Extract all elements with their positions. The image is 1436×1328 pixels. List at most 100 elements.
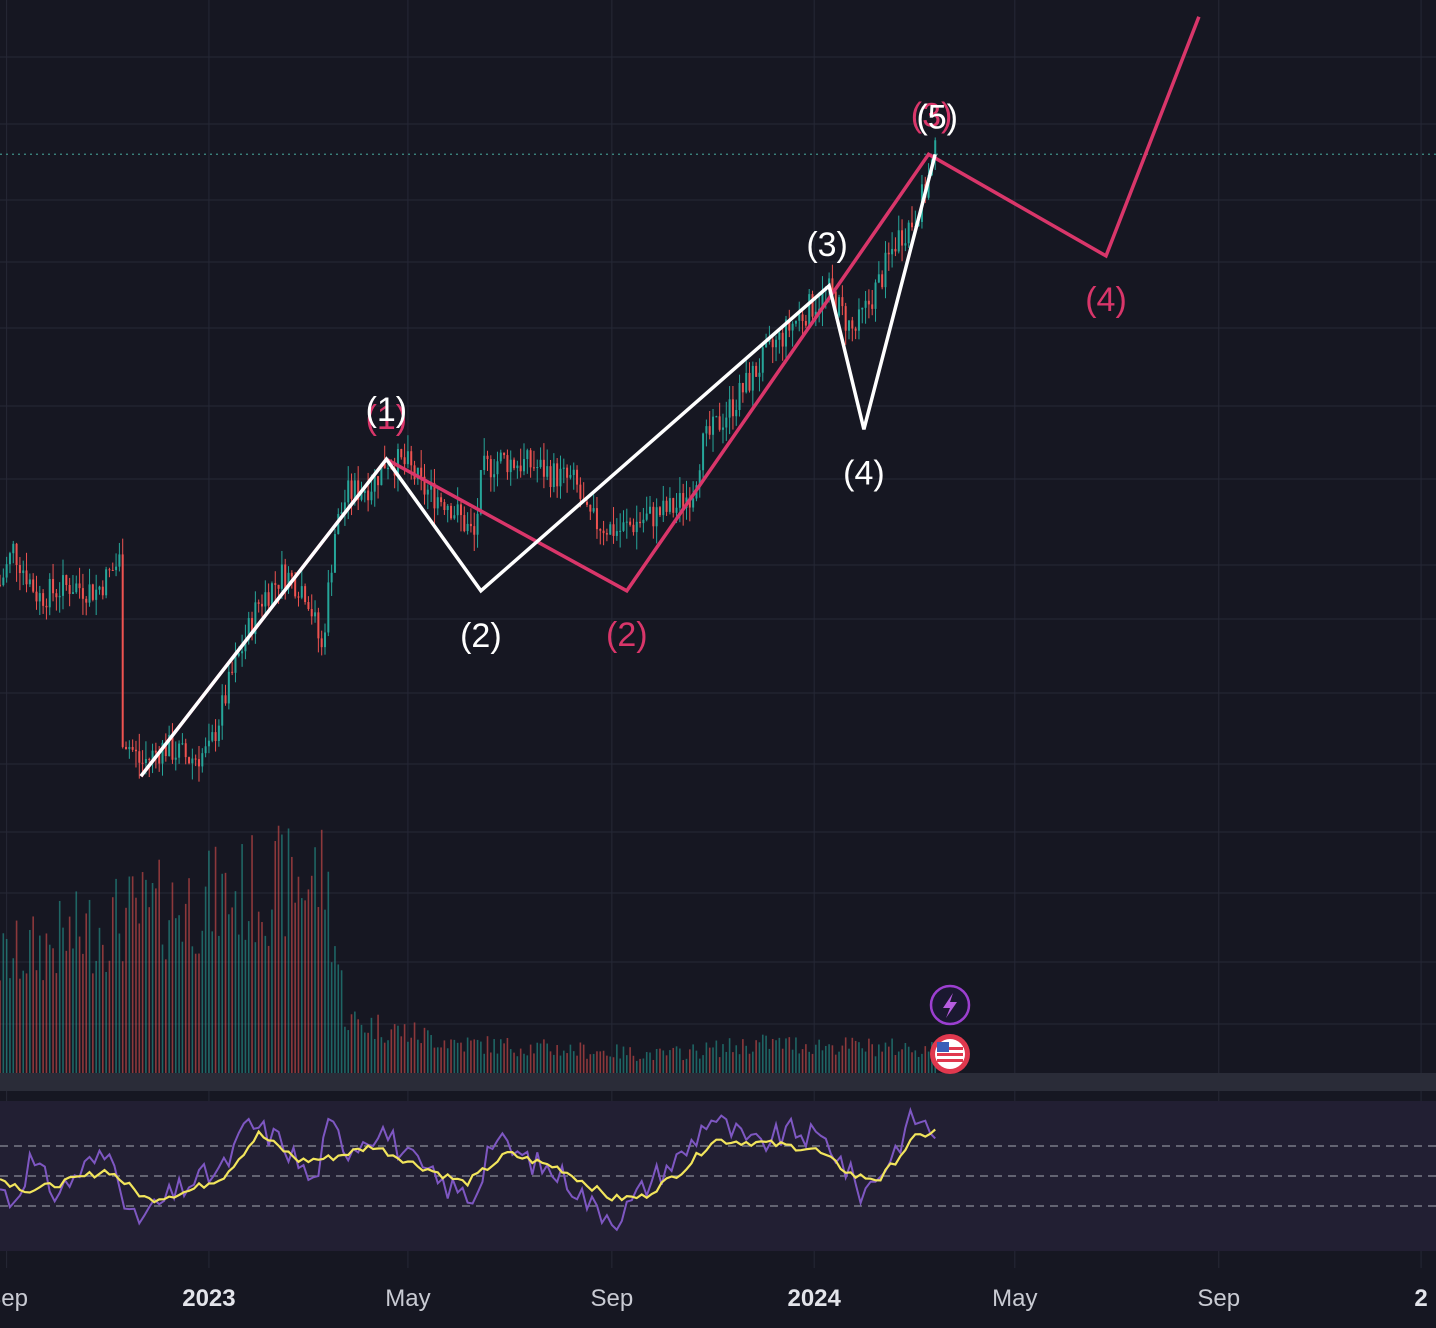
x-tick-label: Sep xyxy=(591,1285,634,1312)
candle-body xyxy=(22,570,25,574)
candle-body xyxy=(572,469,575,475)
white-wave-label: (2) xyxy=(460,617,502,655)
volume-bar xyxy=(131,876,134,1078)
volume-bar xyxy=(576,1055,578,1078)
volume-bar xyxy=(924,1046,927,1078)
candle-body xyxy=(32,579,35,592)
candle-body xyxy=(778,332,781,340)
volume-bar xyxy=(493,1039,495,1078)
volume-bar xyxy=(805,1044,807,1078)
volume-bar xyxy=(543,1039,545,1078)
candle-body xyxy=(15,543,18,566)
candle-body xyxy=(128,747,131,750)
candle-body xyxy=(887,252,890,255)
candle-body xyxy=(612,524,615,536)
candle-body xyxy=(532,467,535,469)
candle-body xyxy=(204,746,207,754)
volume-bar xyxy=(284,936,287,1078)
candle-body xyxy=(639,521,642,524)
candle-body xyxy=(801,314,804,322)
candle-body xyxy=(227,671,230,704)
volume-bar xyxy=(105,971,107,1078)
candle-body xyxy=(446,505,449,511)
volume-bar xyxy=(718,1057,721,1078)
volume-bar xyxy=(95,960,97,1078)
candle-body xyxy=(609,524,612,535)
candle-body xyxy=(353,480,356,499)
volume-bar xyxy=(470,1040,472,1078)
volume-bar xyxy=(546,1043,549,1078)
candle-body xyxy=(698,470,701,486)
volume-bar xyxy=(884,1042,887,1078)
candle-body xyxy=(516,465,519,469)
candle-body xyxy=(473,526,476,535)
volume-bar xyxy=(427,1030,429,1078)
candle-body xyxy=(304,586,307,603)
volume-bar xyxy=(622,1046,625,1078)
candle-body xyxy=(486,455,489,460)
volume-bar xyxy=(247,921,250,1078)
candle-body xyxy=(493,474,496,478)
candle-body xyxy=(403,457,406,465)
volume-bar xyxy=(241,844,243,1078)
volume-bar xyxy=(818,1039,820,1078)
candle-body xyxy=(615,531,618,536)
candle-body xyxy=(52,578,55,594)
candle-body xyxy=(121,554,124,747)
candle-body xyxy=(536,466,539,469)
volume-bar xyxy=(811,1053,814,1078)
volume-bar xyxy=(679,1048,681,1078)
volume-bar xyxy=(310,875,313,1078)
candle-body xyxy=(599,529,602,531)
volume-bar xyxy=(291,856,293,1078)
volume-bar xyxy=(791,1049,794,1078)
volume-bar xyxy=(281,834,283,1078)
candle-body xyxy=(284,564,287,589)
volume-bar xyxy=(864,1051,867,1078)
candle-body xyxy=(479,470,482,514)
candle-body xyxy=(217,725,220,741)
volume-bar xyxy=(78,936,81,1078)
volume-bar xyxy=(184,903,187,1078)
volume-bar xyxy=(539,1043,542,1078)
candle-body xyxy=(735,410,738,417)
volume-bars xyxy=(0,825,937,1078)
volume-bar xyxy=(257,911,260,1078)
candle-body xyxy=(738,383,741,411)
candle-body xyxy=(934,140,937,160)
volume-bar xyxy=(559,1055,562,1078)
candle-body xyxy=(625,521,628,523)
candle-body xyxy=(453,515,456,519)
volume-bar xyxy=(695,1050,698,1078)
candle-body xyxy=(430,483,433,490)
volume-bar xyxy=(712,1047,714,1078)
volume-bar xyxy=(788,1037,791,1078)
candle-body xyxy=(324,632,327,648)
volume-bar xyxy=(778,1037,781,1078)
volume-bar xyxy=(433,1047,436,1078)
candle-body xyxy=(838,297,841,316)
candle-body xyxy=(251,618,254,635)
candle-body xyxy=(244,640,247,652)
candle-body xyxy=(725,417,728,428)
volume-bar xyxy=(755,1040,757,1078)
volume-bar xyxy=(145,879,147,1078)
x-tick-label: Sep xyxy=(0,1285,28,1312)
volume-bar xyxy=(62,927,64,1078)
us-flag-icon[interactable] xyxy=(930,1034,970,1074)
candle-body xyxy=(105,569,108,596)
lightning-icon[interactable] xyxy=(929,984,971,1026)
volume-bar xyxy=(407,1041,409,1078)
white-wave-label: (1) xyxy=(366,391,408,429)
volume-bar xyxy=(450,1039,452,1078)
candle-body xyxy=(622,522,625,531)
volume-bar xyxy=(463,1051,466,1078)
volume-bar xyxy=(271,909,273,1078)
candle-body xyxy=(158,752,161,764)
time-axis[interactable] xyxy=(0,1268,1436,1328)
volume-bar xyxy=(436,1047,439,1078)
pane-divider[interactable] xyxy=(0,1073,1436,1091)
candle-body xyxy=(745,372,748,393)
volume-bar xyxy=(828,1044,830,1078)
